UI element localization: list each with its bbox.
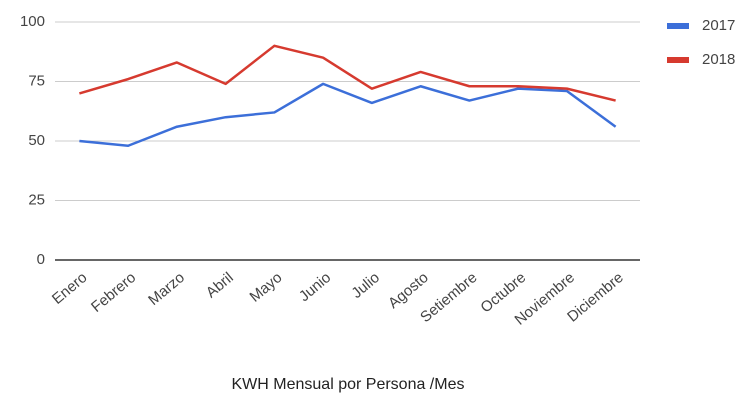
legend-label: 2017 xyxy=(702,17,735,34)
x-tick-label: Abril xyxy=(203,269,237,301)
legend-swatch xyxy=(667,23,689,29)
x-tick-label: Mayo xyxy=(246,269,285,306)
x-tick-label: Marzo xyxy=(145,269,188,309)
line-series xyxy=(79,82,617,148)
x-tick-label: Julio xyxy=(348,269,383,302)
legend-label: 2018 xyxy=(702,51,735,68)
x-tick-label: Febrero xyxy=(88,269,139,316)
y-tick-label: 100 xyxy=(20,13,45,30)
x-tick-label: Enero xyxy=(49,269,91,308)
y-tick-label: 75 xyxy=(28,72,45,89)
legend-swatch xyxy=(667,57,689,63)
y-tick-label: 50 xyxy=(28,132,45,149)
y-tick-label: 25 xyxy=(28,191,45,208)
x-axis-label: KWH Mensual por Persona /Mes xyxy=(232,376,465,393)
y-tick-label: 0 xyxy=(37,251,45,268)
line-series xyxy=(79,44,616,102)
x-tick-label: Junio xyxy=(296,269,334,305)
